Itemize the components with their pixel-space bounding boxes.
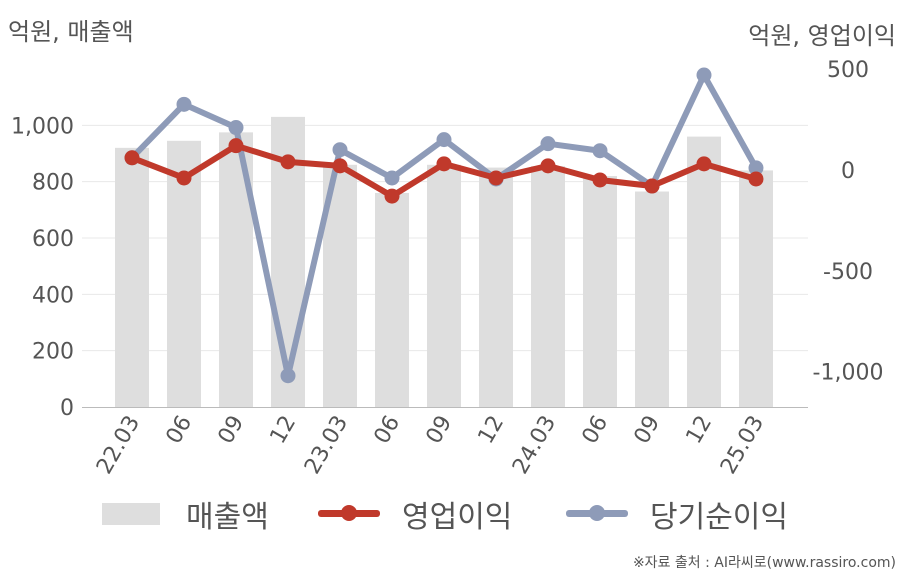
x-axis-tick-label: 22.03 [92, 412, 145, 479]
net-income-point [176, 96, 192, 112]
left-axis-tick-label: 0 [60, 396, 74, 421]
legend: 매출액 영업이익 당기순이익 [0, 492, 908, 536]
left-axis-unit: 억원, 매출액 [8, 18, 134, 46]
operating-profit-point [176, 170, 192, 186]
operating-profit-point [436, 156, 452, 172]
operating-profit-point [228, 138, 244, 154]
right-axis-tick-label: -1,000 [813, 361, 884, 386]
left-axis-tick-label: 800 [32, 171, 74, 196]
profit-lines [124, 67, 764, 384]
right-axis-unit: 억원, 영업이익 [748, 22, 896, 50]
revenue-bar [583, 176, 617, 407]
revenue-bar [687, 136, 721, 407]
x-axis-tick-label: 06 [370, 412, 406, 449]
operating-profit-point [748, 171, 764, 187]
legend-item-net-income: 당기순이익 [566, 492, 788, 536]
legend-swatch-net-income [566, 492, 628, 536]
revenue-bar [375, 192, 409, 407]
left-axis-tick-label: 200 [32, 340, 74, 365]
net-income-point [384, 170, 400, 186]
revenue-bar [531, 166, 565, 407]
x-axis-tick-label: 24.03 [508, 412, 561, 479]
revenue-bars [115, 116, 773, 407]
left-axis-tick-label: 400 [32, 283, 74, 308]
operating-profit-point [384, 188, 400, 204]
x-axis-tick-label: 12 [682, 412, 718, 449]
left-axis-tick-label: 600 [32, 227, 74, 252]
net-income-point [748, 160, 764, 176]
legend-item-revenue: 매출액 [102, 492, 269, 536]
revenue-bar [635, 191, 669, 407]
right-axis-tick-label: 0 [841, 159, 855, 184]
x-axis-tick-label: 25.03 [716, 412, 769, 479]
net-income-point [540, 136, 556, 152]
operating-profit-point [540, 158, 556, 174]
source-note: ※자료 출처 : AI라씨로(www.rassiro.com) [632, 555, 896, 571]
net-income-point [228, 120, 244, 136]
operating-profit-point [332, 158, 348, 174]
net-income-point [696, 67, 712, 83]
operating-profit-point [124, 150, 140, 166]
legend-label-operating-profit: 영업이익 [402, 500, 513, 535]
right-axis-tick-label: -500 [823, 260, 873, 285]
revenue-bar [427, 164, 461, 407]
legend-label-revenue: 매출액 [186, 500, 269, 535]
legend-swatch-operating-profit [318, 492, 380, 536]
x-axis-tick-label: 09 [422, 412, 458, 449]
x-axis-tick-label: 06 [578, 412, 614, 449]
revenue-bar [739, 170, 773, 407]
operating-profit-point [280, 154, 296, 170]
legend-swatch-revenue [102, 503, 160, 525]
operating-profit-point [696, 156, 712, 172]
x-axis-tick-label: 23.03 [300, 412, 353, 479]
operating-profit-point [488, 170, 504, 186]
operating-profit-point [592, 172, 608, 188]
x-axis-tick-label: 12 [266, 412, 302, 449]
net-income-point [280, 368, 296, 384]
legend-label-net-income: 당기순이익 [650, 500, 788, 535]
x-axis-tick-label: 09 [214, 412, 250, 449]
net-income-point [332, 142, 348, 158]
operating-profit-point [644, 178, 660, 194]
x-axis-tick-label: 06 [162, 412, 198, 449]
net-income-point [436, 132, 452, 148]
revenue-bar [115, 147, 149, 407]
right-axis-tick-label: 500 [827, 58, 869, 83]
left-axis-tick-label: 1,000 [11, 114, 74, 139]
legend-item-operating-profit: 영업이익 [318, 492, 512, 536]
net-income-point [592, 143, 608, 159]
x-axis-tick-label: 09 [630, 412, 666, 449]
x-axis-tick-label: 12 [474, 412, 510, 449]
revenue-bar [479, 167, 513, 407]
